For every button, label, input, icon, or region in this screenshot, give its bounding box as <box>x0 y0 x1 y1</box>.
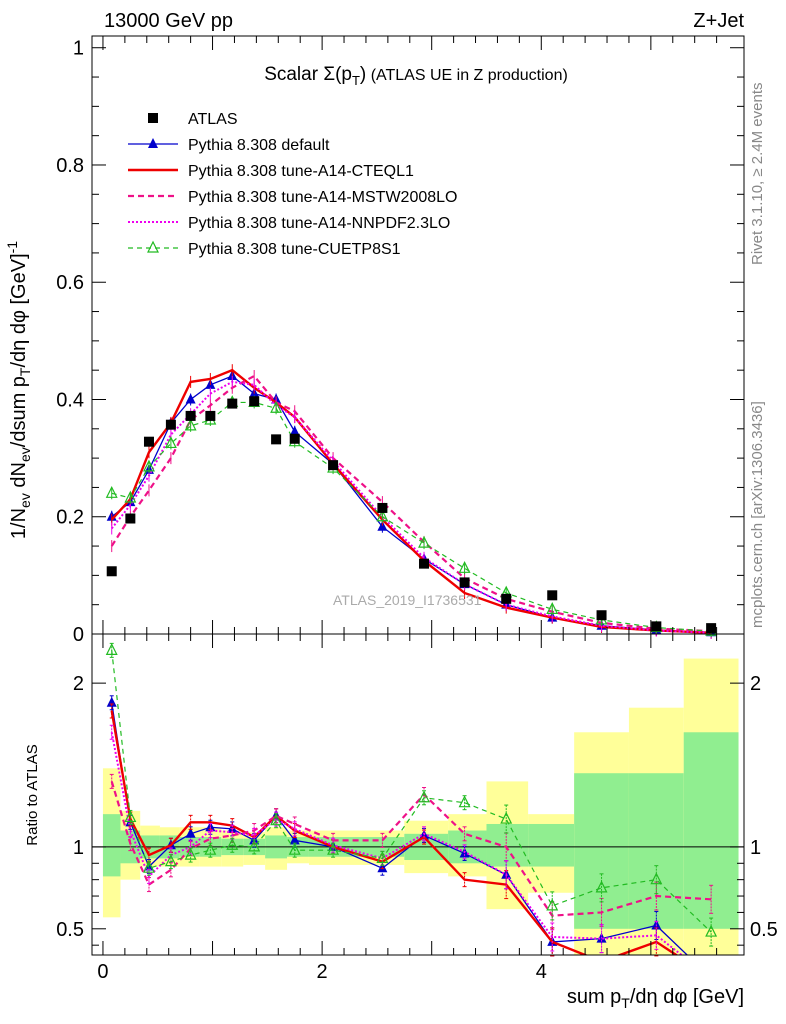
legend-label-1: Pythia 8.308 default <box>188 137 330 154</box>
main-point-5-12 <box>418 535 430 548</box>
atlas-point-0 <box>106 566 117 577</box>
atlas-point-1 <box>125 513 136 524</box>
legend-marker-5 <box>147 240 159 253</box>
mcplots-label: mcplots.cern.ch [arXiv:1306.3436] <box>749 401 766 628</box>
atlas-point-14 <box>501 593 512 604</box>
main-point-5-3 <box>164 436 177 449</box>
main-point-1-4 <box>185 393 196 404</box>
atlas-point-15 <box>547 590 558 601</box>
ratio-point-0-0 <box>106 696 117 707</box>
main-ytick-label-3: 0.6 <box>56 272 84 294</box>
main-ytick-label-4: 0.8 <box>56 155 84 177</box>
atlas-point-12 <box>419 558 430 569</box>
ratio-point-4-18 <box>705 924 718 937</box>
ratio-point-4-17 <box>650 872 663 885</box>
ratio-y-label: Ratio to ATLAS <box>24 744 41 845</box>
ratio-point-4-5 <box>204 842 217 855</box>
main-point-5-8 <box>270 400 283 413</box>
main-point-5-15 <box>546 602 559 614</box>
ratio-ytick-label-left-0: 0.5 <box>56 919 84 941</box>
ratio-point-4-15 <box>546 898 559 911</box>
main-ytick-label-0: 0 <box>73 624 84 646</box>
atlas-point-18 <box>706 623 717 634</box>
legend-label-4: Pythia 8.308 tune-A14-NNPDF2.3LO <box>188 215 450 232</box>
ratio-band-inner-17 <box>628 773 684 929</box>
ratio-point-4-6 <box>226 837 239 850</box>
atlas-point-17 <box>651 621 662 632</box>
ratio-ytick-label-right-2: 2 <box>750 673 761 695</box>
main-ytick-label-2: 0.4 <box>56 389 84 411</box>
atlas-point-13 <box>459 577 470 588</box>
ratio-plot <box>92 642 744 957</box>
main-point-1-11 <box>377 520 388 531</box>
ratio-point-0-4 <box>185 827 196 838</box>
atlas-point-11 <box>377 502 388 513</box>
ratio-point-4-3 <box>164 854 177 867</box>
main-ytick-label-1: 0.2 <box>56 507 84 529</box>
ratio-point-4-2 <box>143 860 155 873</box>
ratio-point-4-1 <box>124 810 137 823</box>
x-axis-label: sum pT/dη dφ [GeV] <box>567 986 744 1011</box>
ratio-band-inner-14 <box>486 823 529 867</box>
legend-marker-1 <box>148 138 158 148</box>
atlas-point-10 <box>328 460 339 471</box>
main-point-1-9 <box>289 425 300 436</box>
y-axis-label: 1/Nev dNev/dsum pT/dη dφ [GeV]-1 <box>4 241 33 539</box>
main-ytick-label-5: 1 <box>73 38 84 60</box>
ratio-ytick-label-right-0: 0.5 <box>750 919 778 941</box>
frames <box>91 35 745 956</box>
legend: ATLAS Pythia 8.308 default Pythia 8.308 tu… <box>128 111 457 258</box>
atlas-point-9 <box>289 433 300 444</box>
ratio-frame <box>91 633 745 956</box>
ratio-point-4-12 <box>418 790 430 803</box>
xtick-label-1: 2 <box>317 961 328 983</box>
ratio-point-4-9 <box>288 842 301 855</box>
atlas-point-7 <box>249 396 260 407</box>
legend-label-2: Pythia 8.308 tune-A14-CTEQL1 <box>188 163 414 180</box>
main-point-5-0 <box>105 485 118 498</box>
atlas-point-4 <box>185 410 196 421</box>
ratio-point-4-0 <box>105 643 118 655</box>
ratio-point-4-7 <box>248 839 261 852</box>
atlas-point-5 <box>205 410 216 421</box>
header-left: 13000 GeV pp <box>104 10 233 32</box>
atlas-point-8 <box>271 434 282 445</box>
ratio-point-4-4 <box>184 847 197 860</box>
xtick-label-2: 4 <box>536 961 547 983</box>
axes-ticks: 0 0.2 0.4 0.6 0.8 1 0.5 0.5 1 1 2 2 0 2 4 <box>56 36 778 983</box>
ratio-ytick-label-right-1: 1 <box>750 837 761 859</box>
header-right: Z+Jet <box>693 10 744 32</box>
main-point-5-11 <box>376 509 389 522</box>
ratio-ytick-label-left-2: 2 <box>73 673 84 695</box>
legend-label-5: Pythia 8.308 tune-CUETP8S1 <box>188 241 401 258</box>
main-plot <box>105 364 718 639</box>
atlas-point-16 <box>596 610 607 621</box>
watermark: ATLAS_2019_I1736531 <box>333 592 482 608</box>
chart-title: Scalar Σ(pT) (ATLAS UE in Z production) <box>264 64 568 88</box>
ratio-point-4-10 <box>327 842 340 855</box>
ratio-point-4-14 <box>500 811 513 824</box>
ratio-point-4-16 <box>595 880 608 893</box>
legend-label-0: ATLAS <box>188 111 238 128</box>
ratio-band-inner-0 <box>102 814 121 877</box>
ratio-point-0-9 <box>289 834 300 845</box>
atlas-point-6 <box>227 398 238 409</box>
ratio-point-4-11 <box>376 851 389 863</box>
ratio-point-4-8 <box>270 813 283 826</box>
ratio-bands <box>102 658 739 955</box>
rivet-label: Rivet 3.1.10, ≥ 2.4M events <box>749 83 766 266</box>
legend-marker-0 <box>148 113 158 123</box>
atlas-point-3 <box>165 419 176 430</box>
xtick-label-0: 0 <box>97 961 108 983</box>
main-point-5-13 <box>458 560 471 573</box>
ratio-band-inner-15 <box>528 823 575 867</box>
atlas-point-2 <box>143 436 154 447</box>
ratio-point-4-13 <box>458 795 471 808</box>
main-point-5-4 <box>184 418 197 431</box>
legend-label-3: Pythia 8.308 tune-A14-MSTW2008LO <box>188 189 457 206</box>
ratio-ytick-label-left-1: 1 <box>73 837 84 859</box>
main-point-5-2 <box>143 459 155 472</box>
main-point-5-1 <box>124 490 137 503</box>
